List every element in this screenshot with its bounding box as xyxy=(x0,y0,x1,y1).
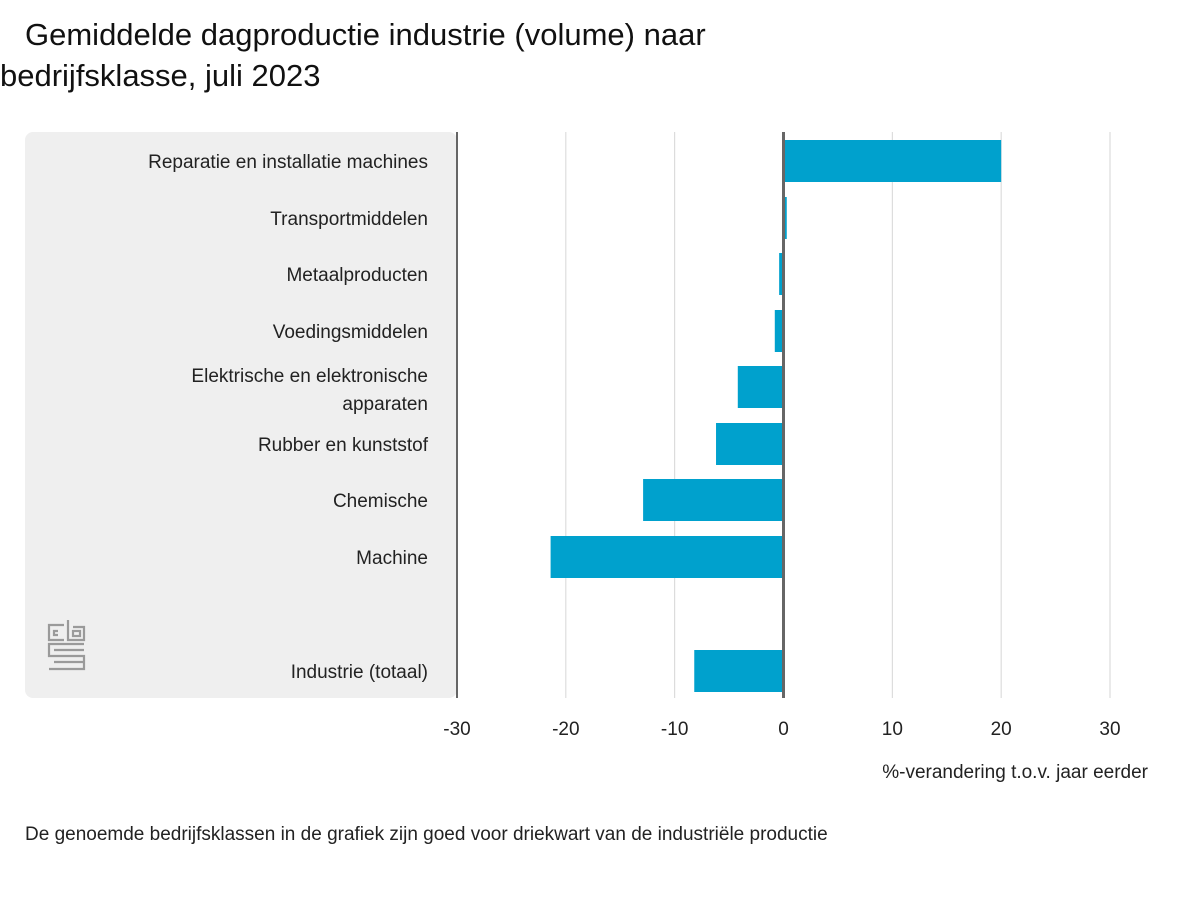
chart-title-line2: bedrijfsklasse, juli 2023 xyxy=(0,58,321,93)
logo-s-outer xyxy=(47,642,86,671)
category-label: Machine xyxy=(356,548,428,569)
category-label: Chemische xyxy=(333,491,428,512)
x-tick-label: 10 xyxy=(882,719,903,740)
bar xyxy=(716,423,784,465)
bar xyxy=(737,366,784,408)
x-tick-label: -20 xyxy=(552,719,579,740)
x-tick-label: 30 xyxy=(1099,719,1120,740)
category-label: Reparatie en installatie machines xyxy=(148,152,428,173)
x-tick-label: -10 xyxy=(661,719,688,740)
footnote: De genoemde bedrijfsklassen in de grafie… xyxy=(25,824,828,845)
bar xyxy=(694,650,784,692)
x-axis-title: %-verandering t.o.v. jaar eerder xyxy=(882,762,1148,783)
category-label: Industrie (totaal) xyxy=(291,662,428,683)
label-panel xyxy=(25,132,457,698)
cbs-logo-icon xyxy=(47,620,86,671)
logo-c-inner xyxy=(52,629,58,637)
category-label: Rubber en kunststof xyxy=(258,435,429,456)
bar xyxy=(783,197,787,239)
x-tick-label: 20 xyxy=(991,719,1012,740)
bar-chart: Reparatie en installatie machines Transpo… xyxy=(25,132,1149,783)
logo-b-stroke xyxy=(66,620,86,642)
category-label: Metaalproducten xyxy=(286,265,428,286)
bar xyxy=(774,310,784,352)
x-tick-label: 0 xyxy=(778,719,789,740)
chart-title-line1: Gemiddelde dagproductie industrie (volum… xyxy=(25,17,706,52)
bar xyxy=(779,253,784,295)
logo-s-inner xyxy=(54,648,84,664)
logo-b-inner xyxy=(71,629,82,638)
category-label: Elektrische en elektronische apparaten xyxy=(191,366,428,415)
category-label: Voedingsmiddelen xyxy=(273,322,428,343)
x-tick-label: -30 xyxy=(443,719,470,740)
chart-title: Gemiddelde dagproductie industrie (volum… xyxy=(0,14,820,96)
bar xyxy=(550,536,784,578)
bar xyxy=(783,140,1002,182)
bar xyxy=(643,479,784,521)
category-label: Transportmiddelen xyxy=(270,209,428,230)
logo-c-stroke xyxy=(47,623,64,642)
